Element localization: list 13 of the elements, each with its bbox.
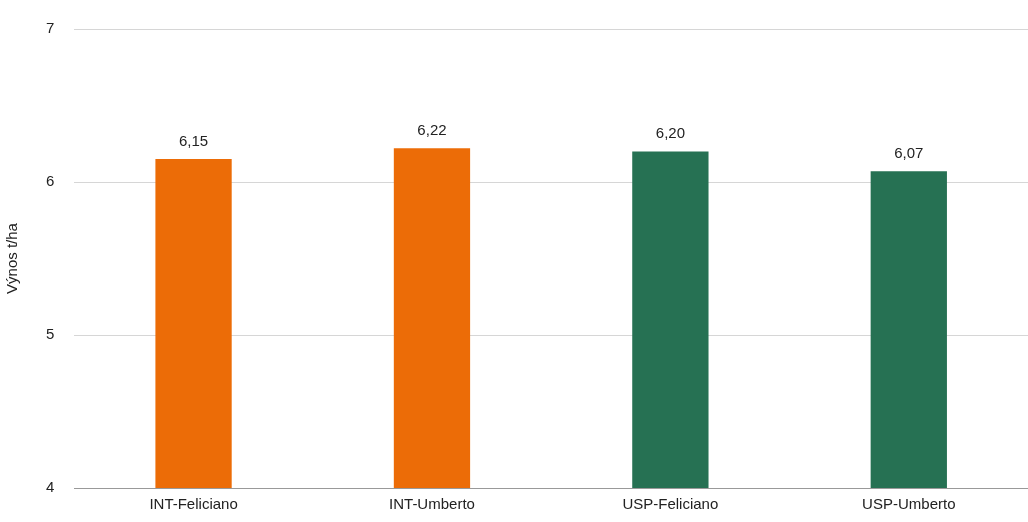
y-tick-label: 4 bbox=[46, 478, 55, 496]
data-label: 6,15 bbox=[178, 131, 209, 149]
x-tick-label: INT-Umberto bbox=[389, 495, 475, 513]
x-tick-label: USP-Umberto bbox=[862, 495, 956, 513]
x-tick-label: INT-Feliciano bbox=[149, 495, 238, 513]
data-label: 6,20 bbox=[655, 124, 685, 142]
y-axis-title: Výnos t/ha bbox=[3, 222, 21, 294]
data-label: 6,07 bbox=[894, 143, 924, 161]
x-tick-label: USP-Feliciano bbox=[622, 495, 719, 513]
y-tick-label: 7 bbox=[46, 19, 55, 37]
y-tick-label: 5 bbox=[46, 325, 55, 343]
data-label: 6,22 bbox=[417, 120, 447, 138]
y-tick-label: 6 bbox=[46, 172, 55, 190]
